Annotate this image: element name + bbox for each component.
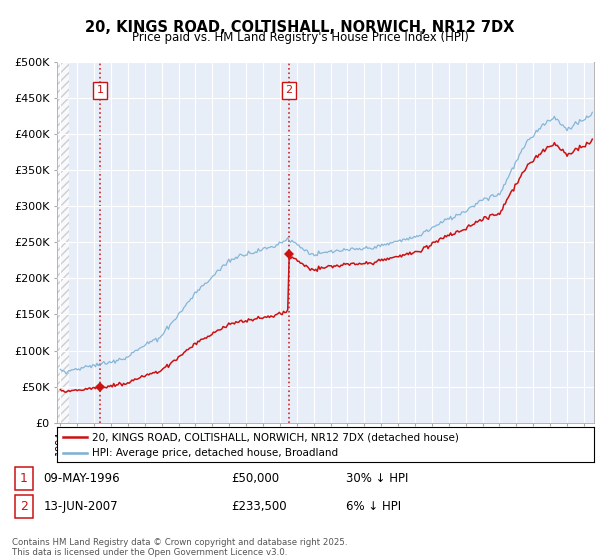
Text: Contains HM Land Registry data © Crown copyright and database right 2025.
This d: Contains HM Land Registry data © Crown c…: [12, 538, 347, 557]
Text: 20, KINGS ROAD, COLTISHALL, NORWICH, NR12 7DX: 20, KINGS ROAD, COLTISHALL, NORWICH, NR1…: [85, 20, 515, 35]
Text: 13-JUN-2007: 13-JUN-2007: [44, 500, 118, 513]
Text: 30% ↓ HPI: 30% ↓ HPI: [346, 472, 409, 485]
Text: £233,500: £233,500: [231, 500, 287, 513]
Text: £50,000: £50,000: [231, 472, 279, 485]
Text: 20, KINGS ROAD, COLTISHALL, NORWICH, NR12 7DX (detached house): 20, KINGS ROAD, COLTISHALL, NORWICH, NR1…: [92, 432, 459, 442]
Text: 2: 2: [285, 86, 292, 96]
Text: 1: 1: [97, 86, 104, 96]
Text: Price paid vs. HM Land Registry's House Price Index (HPI): Price paid vs. HM Land Registry's House …: [131, 31, 469, 44]
Bar: [15, 495, 34, 518]
Text: 2: 2: [20, 500, 28, 513]
Text: 6% ↓ HPI: 6% ↓ HPI: [346, 500, 401, 513]
Text: HPI: Average price, detached house, Broadland: HPI: Average price, detached house, Broa…: [92, 449, 338, 458]
Bar: [15, 466, 34, 490]
Text: 09-MAY-1996: 09-MAY-1996: [44, 472, 121, 485]
Text: 1: 1: [20, 472, 28, 485]
